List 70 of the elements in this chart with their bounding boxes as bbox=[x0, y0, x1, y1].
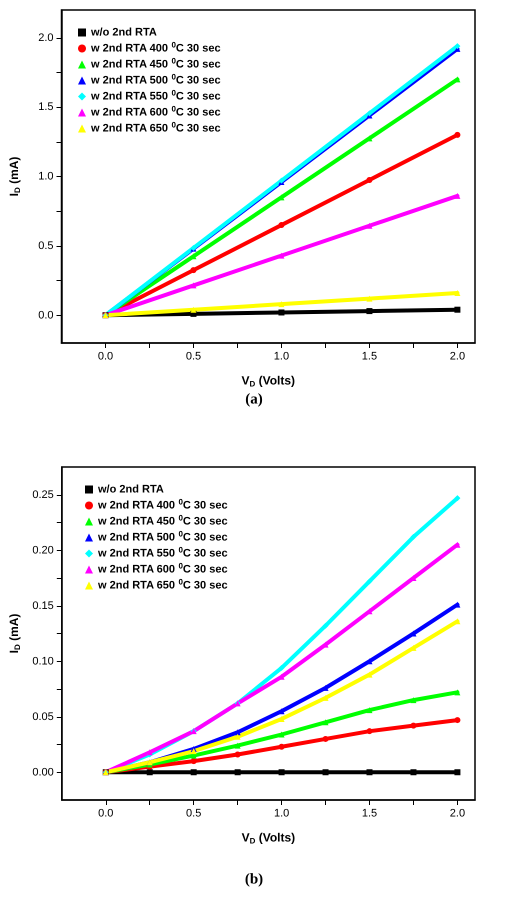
point bbox=[190, 267, 196, 274]
point bbox=[278, 309, 284, 316]
point bbox=[234, 742, 241, 749]
x-tick-label: 1.0 bbox=[274, 350, 290, 362]
point bbox=[454, 43, 460, 50]
point bbox=[454, 290, 460, 296]
point bbox=[322, 719, 329, 726]
point bbox=[146, 769, 153, 776]
point bbox=[234, 769, 241, 776]
point bbox=[190, 758, 197, 764]
point bbox=[410, 534, 416, 540]
y-tick-label: 0.15 bbox=[32, 600, 54, 612]
y-tick-label: 0.0 bbox=[38, 309, 54, 322]
point bbox=[234, 729, 241, 736]
y-tick-label: 0.10 bbox=[32, 655, 54, 668]
point bbox=[322, 736, 329, 742]
point bbox=[366, 222, 372, 229]
x-tick-label: 0.0 bbox=[98, 808, 114, 820]
point bbox=[146, 749, 153, 756]
point bbox=[234, 734, 241, 740]
point bbox=[454, 689, 460, 696]
point bbox=[190, 306, 196, 313]
y-tick-label: 0.5 bbox=[38, 240, 54, 252]
point bbox=[322, 769, 329, 776]
y-axis-title: ID (mA) bbox=[7, 614, 22, 654]
y-tick-label: 0.05 bbox=[32, 710, 54, 723]
point bbox=[454, 495, 460, 502]
y-axis-title: ID (mA) bbox=[7, 156, 22, 196]
x-tick-label: 1.5 bbox=[362, 350, 378, 362]
point bbox=[366, 769, 373, 776]
point bbox=[366, 707, 373, 714]
point bbox=[278, 744, 285, 750]
text: (b) bbox=[244, 872, 264, 888]
x-tick-label: 0.5 bbox=[186, 350, 202, 362]
y-tick-label: 1.0 bbox=[38, 170, 54, 182]
point bbox=[278, 222, 284, 228]
point bbox=[454, 132, 460, 138]
point bbox=[410, 697, 416, 704]
point bbox=[366, 296, 372, 302]
x-tick-label: 1.0 bbox=[274, 808, 290, 820]
x-tick-label: 1.5 bbox=[362, 808, 378, 820]
point bbox=[190, 769, 197, 776]
point bbox=[234, 751, 241, 758]
point bbox=[278, 252, 284, 259]
x-tick-label: 0.5 bbox=[186, 808, 202, 820]
point bbox=[322, 622, 329, 629]
point bbox=[454, 192, 460, 199]
point bbox=[278, 769, 285, 776]
point bbox=[278, 732, 285, 738]
point bbox=[190, 748, 197, 754]
point bbox=[366, 308, 372, 314]
point bbox=[366, 728, 373, 734]
point bbox=[278, 664, 285, 671]
legend-label: w/o 2nd RTA bbox=[90, 26, 157, 38]
text: (a) bbox=[245, 392, 263, 408]
x-tick-label: 2.0 bbox=[450, 350, 466, 362]
legend-label: w/o 2nd RTA bbox=[97, 484, 164, 496]
point bbox=[454, 306, 460, 313]
y-tick-label: 1.5 bbox=[38, 101, 54, 114]
point bbox=[410, 769, 416, 776]
y-tick-label: 0.00 bbox=[32, 766, 54, 778]
point bbox=[278, 301, 284, 308]
x-tick-label: 0.0 bbox=[98, 350, 114, 362]
point bbox=[366, 176, 372, 183]
point bbox=[454, 769, 460, 776]
y-tick-label: 2.0 bbox=[38, 32, 54, 44]
point bbox=[366, 578, 373, 584]
y-tick-label: 0.20 bbox=[32, 544, 54, 556]
x-tick-label: 2.0 bbox=[450, 808, 466, 820]
y-tick-label: 0.25 bbox=[32, 488, 54, 501]
